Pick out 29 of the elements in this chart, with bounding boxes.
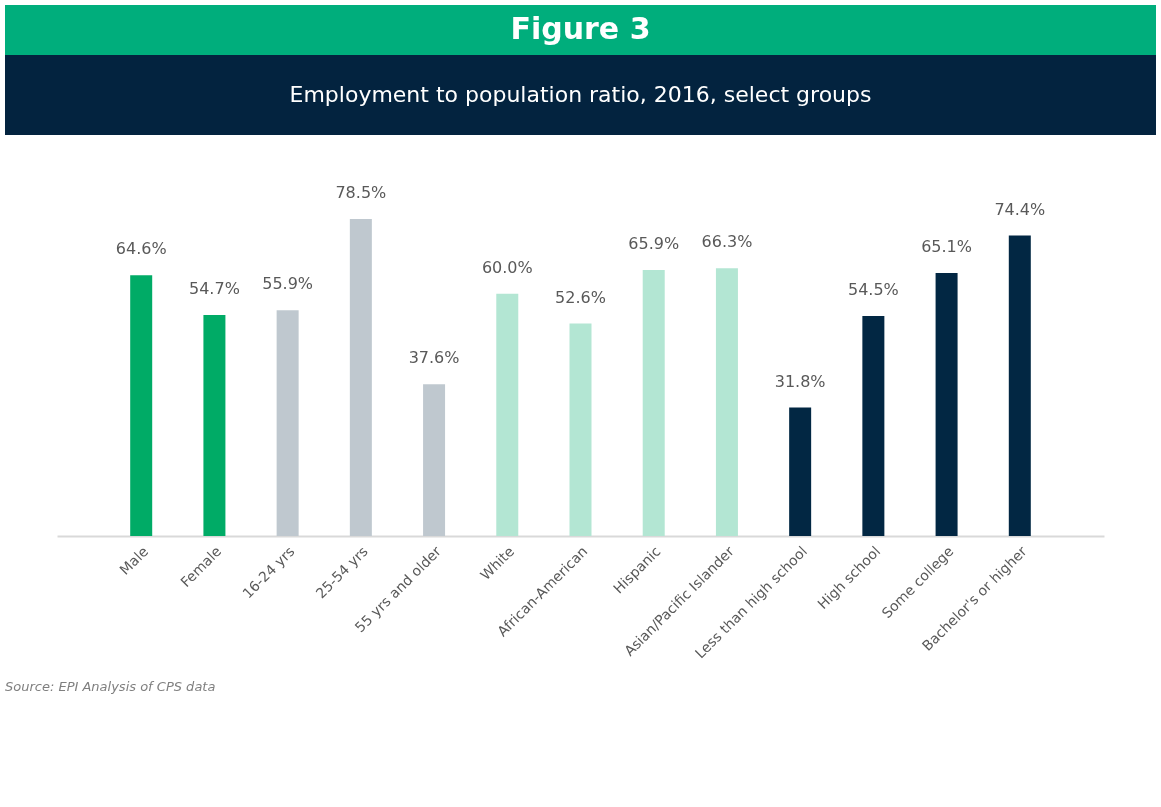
- data-label: 37.6%: [408, 348, 460, 368]
- data-label: 55.9%: [262, 274, 314, 294]
- chart-title: Figure 3: [510, 11, 651, 46]
- data-label: 60.0%: [481, 257, 533, 277]
- data-label: 54.7%: [189, 279, 240, 299]
- data-label: 66.3%: [701, 232, 753, 252]
- bar: [130, 275, 153, 536]
- data-label: 52.6%: [555, 287, 606, 307]
- source-note: Source: EPI Analysis of CPS data: [5, 679, 216, 694]
- data-label: 65.1%: [921, 237, 972, 257]
- data-label: 78.5%: [335, 183, 387, 202]
- bar: [569, 323, 592, 536]
- bar: [789, 407, 812, 536]
- bar: [642, 269, 665, 536]
- data-label: 54.5%: [847, 279, 899, 299]
- bar: [203, 315, 226, 536]
- bar: [276, 310, 299, 536]
- chart-subtitle: Employment to population ratio, 2016, select groups: [289, 82, 872, 107]
- bar: [1008, 235, 1031, 536]
- data-label: 31.8%: [774, 371, 826, 391]
- data-label: 74.4%: [994, 199, 1046, 219]
- bar: [349, 219, 372, 536]
- data-label: 64.6%: [115, 239, 167, 259]
- bar: [862, 315, 885, 536]
- bar: [423, 384, 446, 536]
- bar: [496, 293, 519, 536]
- bar: [715, 268, 738, 536]
- bar: [935, 273, 958, 536]
- data-label: 65.9%: [628, 233, 680, 253]
